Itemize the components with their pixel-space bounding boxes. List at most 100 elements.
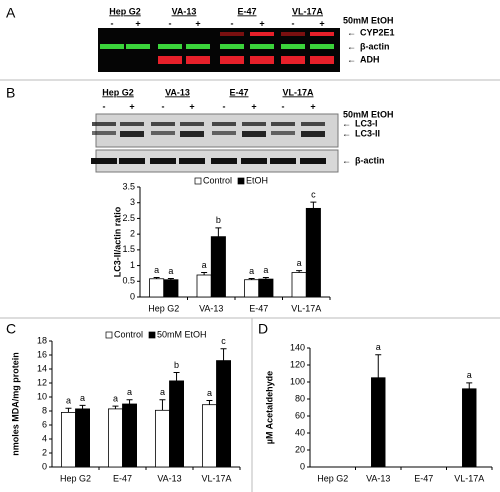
band-label: β-actin — [360, 41, 390, 51]
blot-band — [158, 44, 182, 49]
significance-label: b — [216, 215, 221, 225]
bar — [201, 404, 217, 468]
x-tick-label: VA-13 — [366, 473, 390, 483]
y-tick-label: 4 — [42, 433, 47, 443]
cell-line-label: VL-17A — [282, 87, 314, 97]
legend-swatch — [105, 331, 113, 339]
blot-band — [120, 131, 144, 137]
y-tick-label: 6 — [42, 419, 47, 429]
error-bar — [112, 405, 119, 409]
blot-band — [310, 32, 334, 36]
blot-band — [250, 32, 274, 36]
treatment-sign: + — [319, 18, 324, 28]
treatment-label: 50mM EtOH — [343, 109, 394, 119]
error-bar — [466, 382, 473, 389]
error-bar — [248, 277, 255, 280]
x-tick-label: E-47 — [414, 473, 433, 483]
treatment-sign: + — [195, 18, 200, 28]
arrow: ← — [347, 27, 356, 37]
band-label: LC3-I — [355, 118, 378, 128]
treatment-sign: - — [103, 101, 106, 111]
y-tick-label: 0 — [130, 291, 135, 301]
legend-swatch — [194, 177, 202, 185]
error-bar — [126, 399, 133, 404]
y-tick-label: 3.5 — [122, 181, 135, 191]
blot-band — [250, 56, 274, 64]
blot-band — [212, 131, 236, 135]
blot-band — [180, 122, 204, 126]
error-bar — [375, 354, 382, 378]
bar — [305, 207, 321, 298]
blot-band — [150, 158, 176, 164]
y-tick-label: 0 — [300, 461, 305, 471]
x-tick-label: VL-17A — [201, 473, 231, 483]
bar — [154, 409, 170, 468]
significance-label: a — [113, 393, 118, 403]
panel-label: C — [6, 321, 16, 337]
blot-band — [310, 44, 334, 49]
y-tick-label: 3 — [130, 197, 135, 207]
blot-band — [186, 56, 210, 64]
blot-band — [100, 44, 124, 49]
cell-line-label: VL-17A — [292, 6, 324, 16]
x-tick-label: VA-13 — [199, 303, 223, 313]
y-tick-label: 8 — [42, 405, 47, 415]
significance-label: a — [467, 370, 472, 380]
blot-band — [242, 122, 266, 126]
error-bar — [220, 348, 227, 361]
significance-label: a — [202, 260, 207, 270]
significance-label: a — [154, 265, 159, 275]
legend-label: Control — [203, 175, 232, 185]
bar — [149, 278, 165, 298]
error-bar — [215, 227, 222, 237]
treatment-sign: + — [129, 101, 134, 111]
y-axis-label: LC3-II/actin ratio — [112, 206, 122, 277]
significance-label: a — [297, 258, 302, 268]
band-label: ADH — [360, 54, 380, 64]
arrow: ← — [342, 128, 351, 138]
bar — [196, 274, 212, 298]
y-tick-label: 120 — [290, 359, 305, 369]
significance-label: a — [66, 396, 71, 406]
cell-line-label: VA-13 — [172, 6, 197, 16]
treatment-sign: - — [223, 101, 226, 111]
y-tick-label: 1.5 — [122, 244, 135, 254]
legend-label: 50mM EtOH — [157, 329, 207, 339]
y-tick-label: 100 — [290, 376, 305, 386]
blot-band — [151, 131, 175, 135]
error-bar — [201, 271, 208, 275]
blot-band — [301, 122, 325, 126]
blot-band — [310, 56, 334, 64]
significance-label: b — [174, 360, 179, 370]
blot-band — [91, 158, 117, 164]
error-bar — [159, 399, 166, 411]
x-tick-label: Hep G2 — [60, 473, 91, 483]
error-bar — [65, 407, 72, 413]
blot-band — [281, 32, 305, 36]
bar — [371, 377, 386, 468]
blot-band — [271, 131, 295, 135]
x-tick-label: VL-17A — [291, 303, 321, 313]
significance-label: a — [127, 387, 132, 397]
y-tick-label: 12 — [37, 377, 47, 387]
treatment-sign: - — [231, 18, 234, 28]
blot-band — [220, 44, 244, 49]
legend-swatch — [148, 331, 156, 339]
treatment-sign: - — [292, 18, 295, 28]
error-bar — [206, 400, 213, 405]
error-bar — [262, 277, 269, 280]
treatment-sign: + — [310, 101, 315, 111]
significance-label: a — [80, 393, 85, 403]
y-axis-label: µM Acetaldehyde — [264, 371, 274, 444]
treatment-sign: - — [169, 18, 172, 28]
band-label: CYP2E1 — [360, 27, 395, 37]
blot-band — [119, 158, 145, 164]
blot-band — [271, 122, 295, 126]
arrow: ← — [347, 54, 356, 64]
error-bar — [153, 277, 160, 279]
blot-band — [92, 122, 116, 126]
band-label: LC3-II — [355, 128, 380, 138]
blot-band — [158, 56, 182, 64]
blot-band — [180, 131, 204, 137]
treatment-label: 50mM EtOH — [343, 15, 394, 25]
